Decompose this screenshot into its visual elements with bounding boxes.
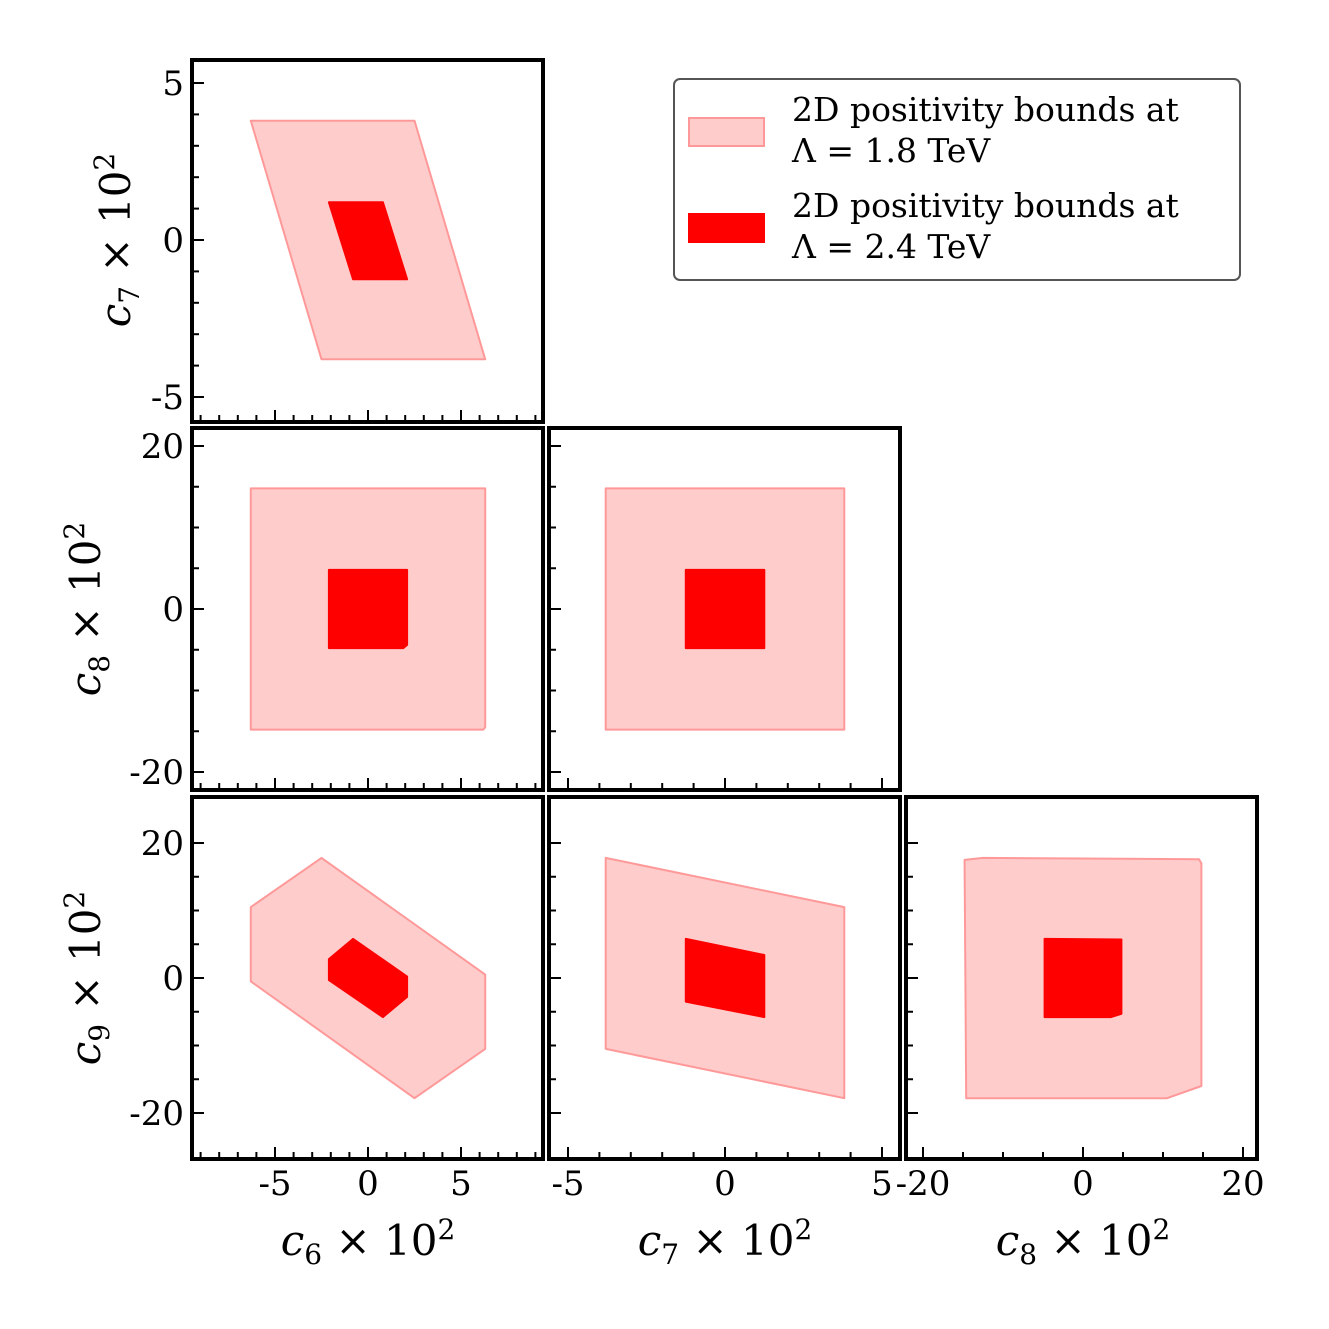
panel-c8-c9: -20 0 20: [896, 795, 1265, 1204]
y-axis-label-c9: c9 × 102: [58, 891, 116, 1066]
x-tick-label: 5: [871, 1164, 893, 1204]
x-axis-label-c6-superscript: 2: [437, 1213, 455, 1246]
region-2p4tev-c6-c9: [327, 937, 409, 1019]
x-axis-label-c6-subscript: 6: [304, 1238, 322, 1271]
legend-frame: [673, 78, 1241, 281]
x-axis-label-c7: c7 × 102: [638, 1213, 813, 1271]
x-axis-label-c7-superscript: 2: [794, 1213, 812, 1246]
y-axis-label-c8-suffix: × 10: [61, 540, 110, 655]
x-axis-label-c8-suffix: × 10: [1037, 1216, 1152, 1265]
y-axis-label-c7-symbol: c: [91, 304, 140, 328]
legend-label-outer-line2: Λ = 1.8 TeV: [791, 131, 991, 170]
panel-regions: [249, 487, 487, 731]
y-tick-label: 5: [162, 64, 184, 104]
legend-label-inner-line2: Λ = 2.4 TeV: [791, 227, 991, 266]
panel-frame: [547, 795, 902, 1161]
y-axis-label-c7-subscript: 7: [113, 286, 146, 304]
y-axis-label-c7: c7 × 102: [88, 153, 146, 328]
panel-frame: [190, 58, 545, 424]
x-tick-label: 5: [450, 1164, 472, 1204]
x-axis-label-c6: c6 × 102: [281, 1213, 456, 1271]
y-axis-label-c8-superscript: 2: [58, 522, 91, 540]
region-2p4tev-c6-c7: [327, 201, 409, 281]
panel-c6-c7: -5 0 5: [151, 58, 545, 424]
x-tick-label: -5: [551, 1164, 584, 1204]
y-tick-label: 0: [162, 959, 184, 999]
x-tick-label: 20: [1221, 1164, 1264, 1204]
y-tick-label: 20: [141, 427, 184, 467]
legend-swatch-outer: [688, 117, 765, 147]
y-tick-label: -5: [151, 378, 184, 418]
panel-regions: [963, 856, 1203, 1100]
y-axis-label-c7-superscript: 2: [88, 153, 121, 171]
panel-regions: [249, 856, 487, 1100]
legend-swatch-inner: [688, 213, 765, 243]
panel-frame: [190, 426, 545, 792]
panel-regions: [604, 487, 846, 731]
x-axis-label-c8-subscript: 8: [1019, 1238, 1037, 1271]
y-tick-label: 0: [162, 221, 184, 261]
region-2p4tev-c8-c9: [1043, 937, 1123, 1019]
y-tick-label: -20: [129, 753, 184, 793]
x-axis-label-c6-symbol: c: [281, 1216, 305, 1265]
x-tick-label: 0: [1072, 1164, 1094, 1204]
y-axis-label-c9-superscript: 2: [58, 891, 91, 909]
x-axis-label-c8: c8 × 102: [996, 1213, 1171, 1271]
region-2p4tev-c7-c8: [684, 568, 766, 650]
region-2p4tev-c7-c9: [684, 937, 766, 1019]
panel-c7-c9: -5 0 5: [547, 795, 902, 1204]
x-axis-label-c7-suffix: × 10: [679, 1216, 794, 1265]
y-tick-label: -20: [129, 1094, 184, 1134]
x-axis-label-c7-symbol: c: [638, 1216, 662, 1265]
y-axis-label-c7-suffix: × 10: [91, 171, 140, 286]
y-axis-label-c9-subscript: 9: [83, 1024, 116, 1042]
y-tick-label: 0: [162, 590, 184, 630]
x-axis-label-c6-suffix: × 10: [322, 1216, 437, 1265]
x-axis-label-c7-subscript: 7: [661, 1238, 679, 1271]
x-tick-label: -5: [258, 1164, 291, 1204]
x-tick-label: 0: [714, 1164, 736, 1204]
x-axis-label-c8-symbol: c: [996, 1216, 1020, 1265]
panel-frame: [904, 795, 1259, 1161]
region-2p4tev-c6-c8: [327, 568, 409, 650]
y-axis-label-c8: c8 × 102: [58, 522, 116, 697]
y-tick-label: 20: [141, 824, 184, 864]
panel-regions: [604, 856, 846, 1100]
y-axis-label-c9-symbol: c: [61, 1042, 110, 1066]
panel-c6-c9: -20 0 20 -5 0 5: [129, 795, 545, 1204]
x-tick-label: 0: [357, 1164, 379, 1204]
panel-regions: [249, 119, 487, 361]
panel-c6-c8: -20 0 20: [129, 426, 545, 793]
panel-c7-c8: [547, 426, 902, 792]
legend-label-outer-line1: 2D positivity bounds at: [792, 90, 1179, 129]
y-axis-label-c8-symbol: c: [61, 673, 110, 697]
legend: 2D positivity bounds at Λ = 1.8 TeV 2D p…: [673, 78, 1241, 281]
legend-label-inner-line1: 2D positivity bounds at: [792, 186, 1179, 225]
y-axis-label-c8-subscript: 8: [83, 655, 116, 673]
y-axis-label-c9-suffix: × 10: [61, 909, 110, 1024]
panel-frame: [190, 795, 545, 1161]
x-axis-label-c8-superscript: 2: [1152, 1213, 1170, 1246]
panel-frame: [547, 426, 902, 792]
x-tick-label: -20: [896, 1164, 951, 1204]
